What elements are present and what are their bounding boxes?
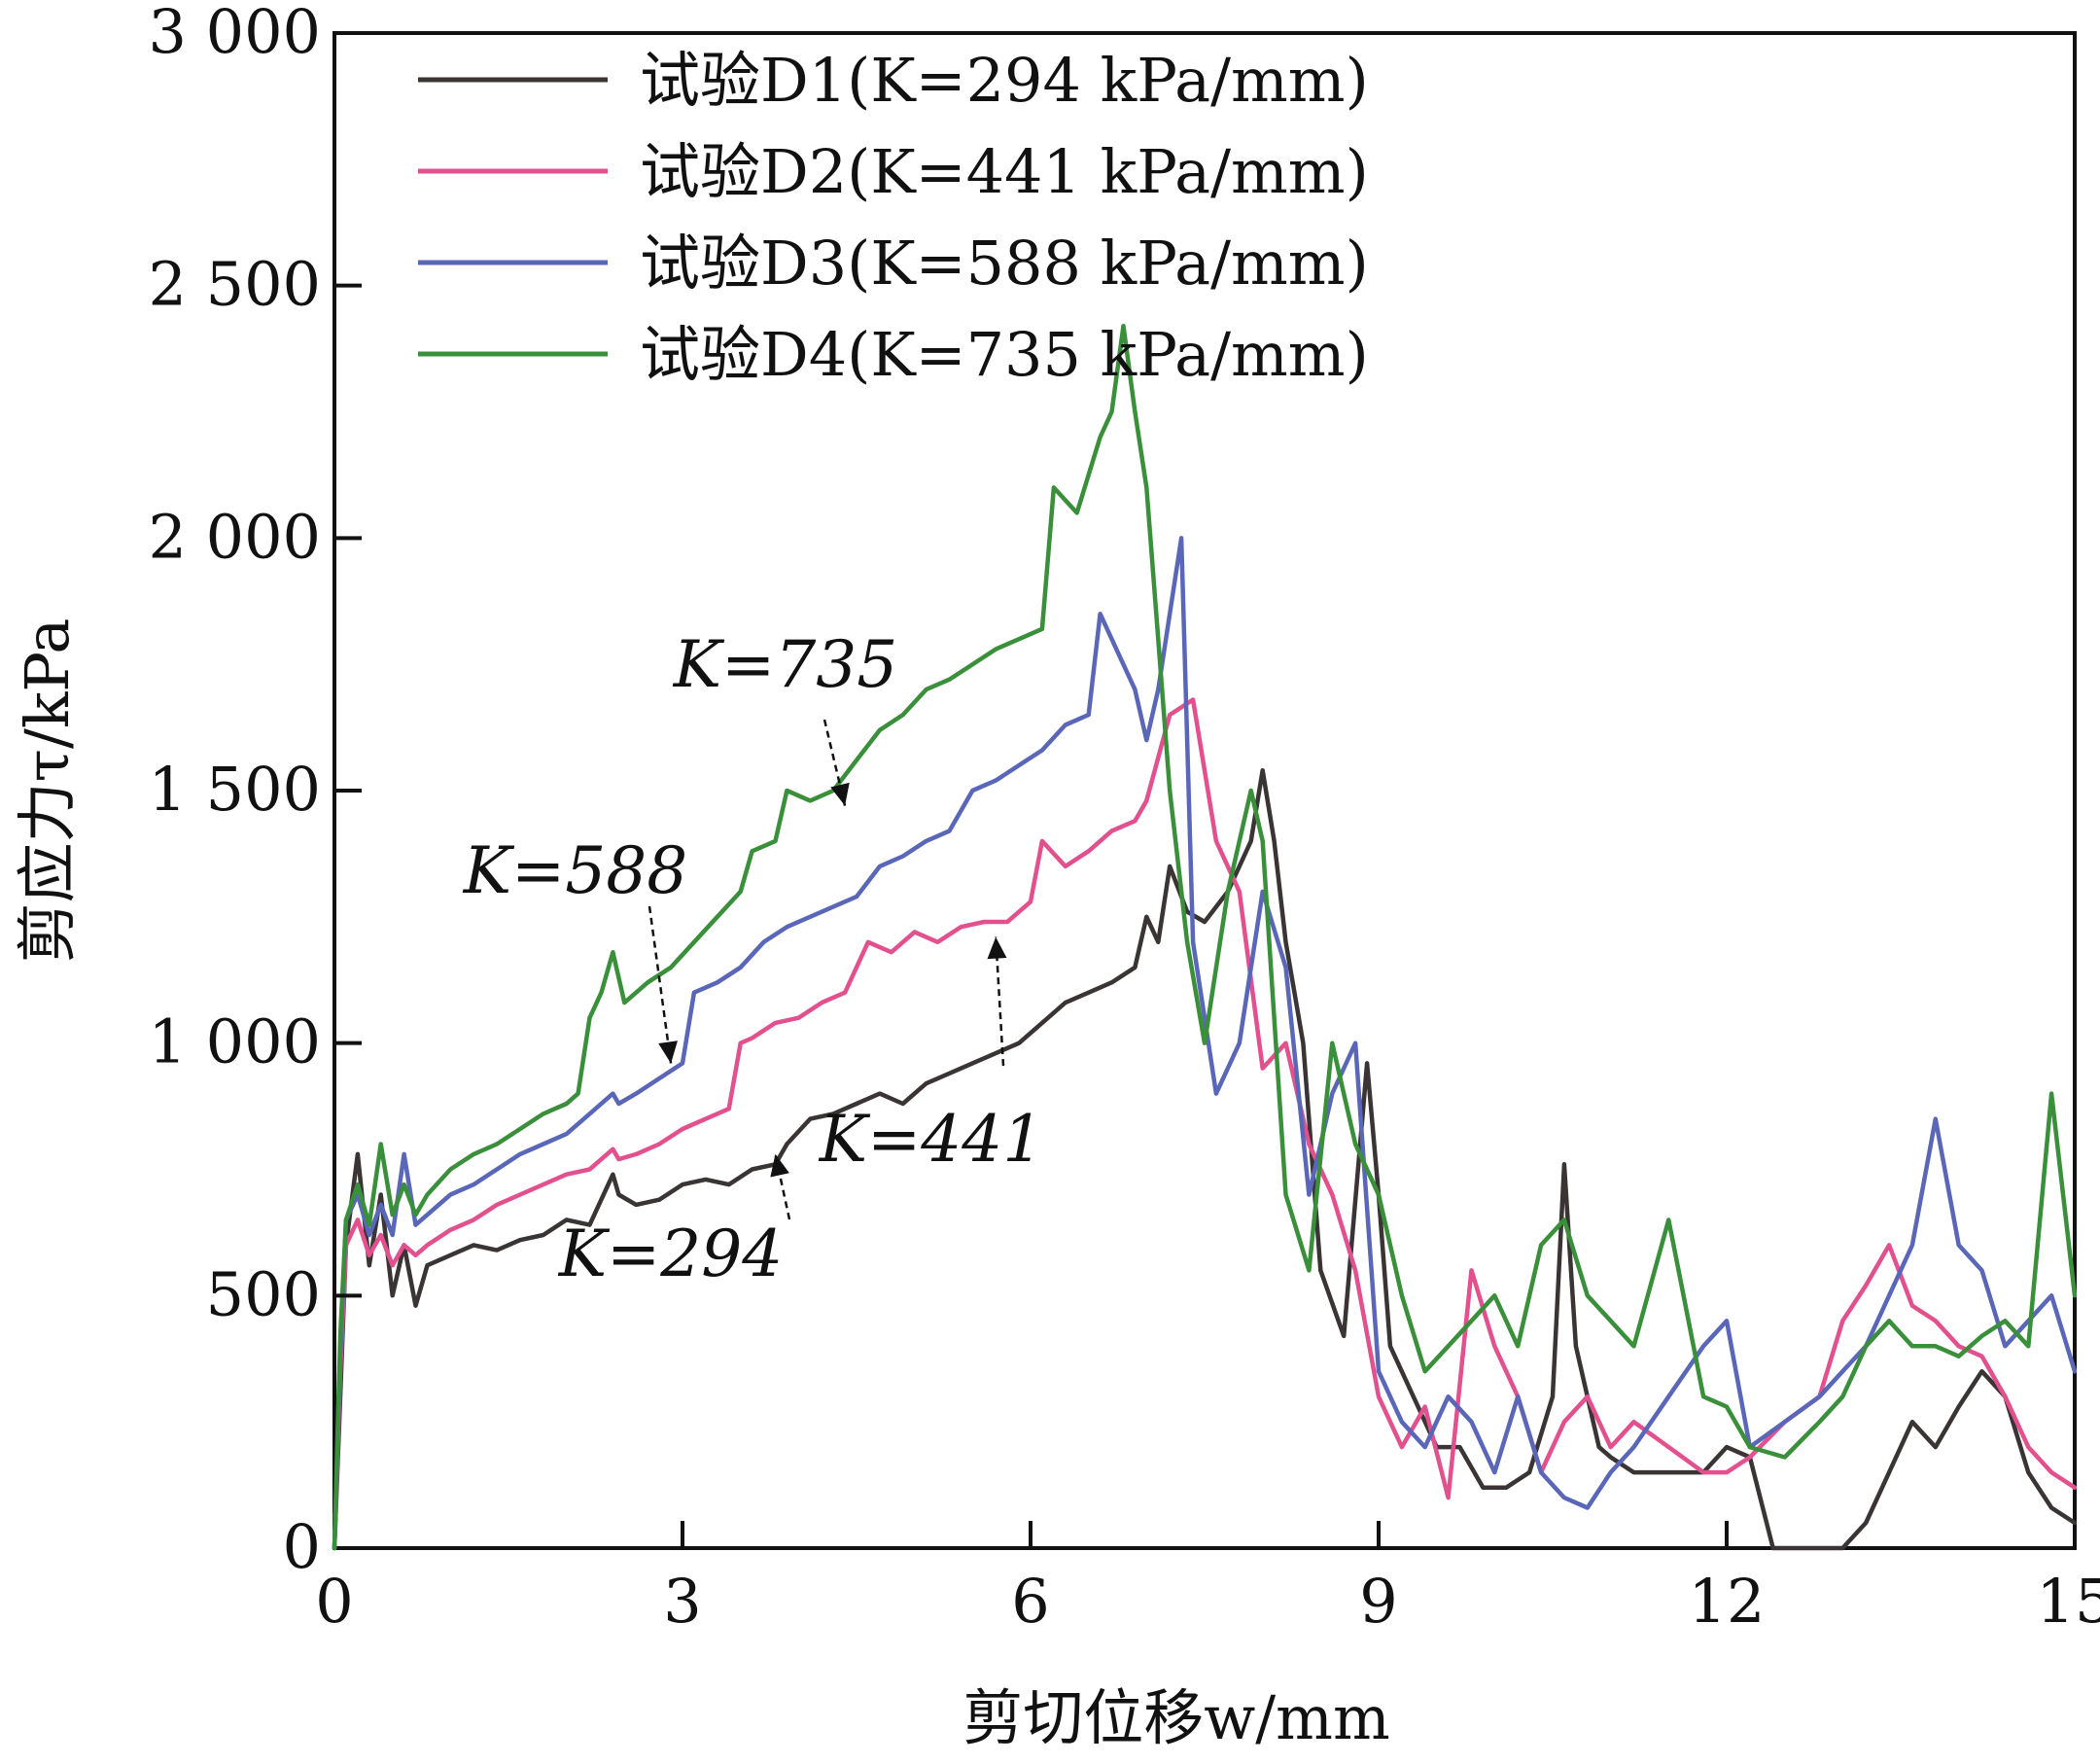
y-tick-label: 2 000	[149, 501, 322, 572]
series-line-2	[332, 697, 2078, 1551]
y-tick-label: 3 000	[149, 0, 322, 67]
annotation-arrow-2	[648, 905, 673, 1064]
y-tick-label: 1 000	[149, 1006, 322, 1077]
y-tick-label: 2 500	[149, 249, 322, 320]
y-axis-title: 剪应力τ/kPa	[12, 618, 83, 964]
annotation-arrowhead-2	[658, 1041, 678, 1064]
annotation-label-1: K=735	[673, 627, 898, 702]
legend-label-2: 试验D2(K=441 kPa/mm)	[640, 136, 1369, 207]
axis-layer: 0 3 6 9 12 15 0 500 1 000 1 500 2 000 2 500 3 000	[149, 0, 2100, 1637]
x-tick-label: 12	[1689, 1566, 1766, 1637]
annotation-label-3: K=441	[819, 1102, 1044, 1177]
x-axis-title: 剪切位移w/mm	[962, 1682, 1390, 1753]
series-layer	[332, 323, 2078, 1551]
annotation-arrowhead-4	[770, 1153, 789, 1178]
series-line-4	[332, 323, 2078, 1551]
x-tick-label: 6	[1011, 1566, 1049, 1637]
x-tick-label: 0	[315, 1566, 353, 1637]
x-tick-label: 9	[1359, 1566, 1397, 1637]
legend-label-3: 试验D3(K=588 kPa/mm)	[640, 228, 1369, 299]
series-line-1	[332, 767, 2078, 1551]
legend-label-4: 试验D4(K=735 kPa/mm)	[640, 319, 1369, 390]
x-tick-label: 3	[663, 1566, 701, 1637]
y-tick-label: 500	[206, 1258, 321, 1329]
annotation-arrowhead-1	[830, 782, 850, 806]
annotation-label-4: K=294	[558, 1217, 784, 1291]
annotation-arrowhead-3	[987, 936, 1007, 960]
x-tick-label: 15	[2037, 1566, 2100, 1637]
legend: 试验D1(K=294 kPa/mm) 试验D2(K=441 kPa/mm) 试验D3…	[418, 45, 1369, 390]
legend-label-1: 试验D1(K=294 kPa/mm)	[640, 45, 1369, 116]
series-line-3	[332, 536, 2078, 1551]
annotation-layer: K=735 K=588 K=441 K=294	[463, 627, 1044, 1291]
annotation-label-2: K=588	[463, 833, 688, 908]
y-tick-label: 0	[283, 1511, 321, 1582]
annotation-arrow-3	[994, 936, 1005, 1067]
y-tick-label: 1 500	[149, 754, 322, 825]
